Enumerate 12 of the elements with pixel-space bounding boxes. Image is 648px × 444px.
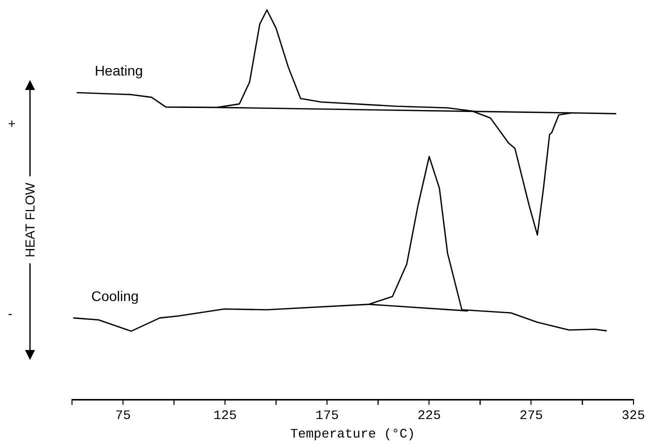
x-tick-label: 275: [520, 408, 543, 424]
x-tick-label: 325: [622, 408, 645, 424]
x-tick-label: 125: [213, 408, 237, 424]
text: +: [8, 116, 16, 131]
series-label: Heating: [94, 62, 143, 78]
x-axis-title: Temperature (°C): [290, 426, 416, 442]
text: -: [8, 306, 12, 321]
x-tick-label: 75: [115, 408, 131, 424]
x-tick-label: 175: [315, 408, 339, 424]
y-axis-title: HEAT FLOW: [22, 176, 38, 264]
series-label: Cooling: [91, 288, 139, 304]
x-tick-label: 225: [417, 408, 441, 424]
